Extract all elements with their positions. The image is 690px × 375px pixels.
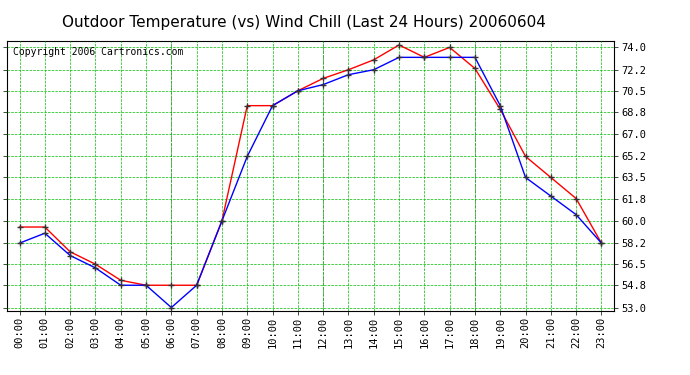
Text: Copyright 2006 Cartronics.com: Copyright 2006 Cartronics.com bbox=[13, 46, 184, 57]
Text: Outdoor Temperature (vs) Wind Chill (Last 24 Hours) 20060604: Outdoor Temperature (vs) Wind Chill (Las… bbox=[61, 15, 546, 30]
